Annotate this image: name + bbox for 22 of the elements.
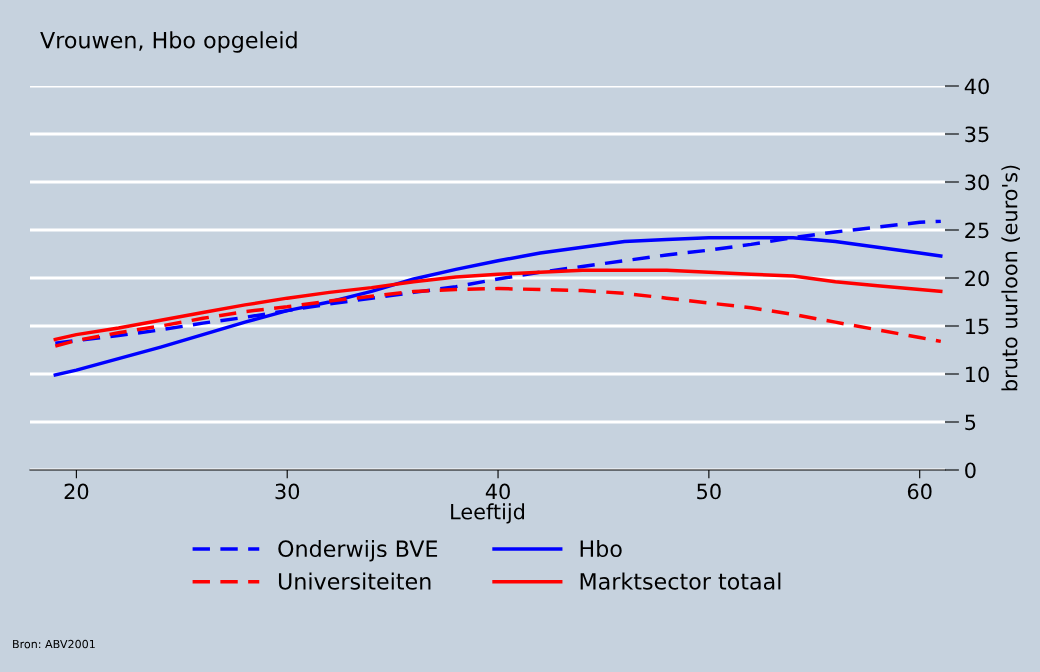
legend-label: Onderwijs BVE	[278, 539, 438, 562]
legend-label: Universiteiten	[278, 572, 431, 590]
y-tick-label: 30	[965, 174, 989, 191]
x-tick-label: 40	[485, 483, 510, 500]
y-axis-title: bruto uurloon (euro's)	[1001, 165, 1020, 391]
y-tick-label: 40	[964, 78, 989, 95]
text: Bron: ABV2001	[13, 639, 95, 649]
legend-label: Hbo	[580, 539, 622, 558]
y-tick-label: 10	[966, 366, 989, 383]
y-tick-label: 20	[965, 270, 989, 287]
x-tick-label: 50	[697, 483, 721, 500]
legend-label: Marktsector totaal	[580, 572, 781, 590]
x-tick-label: 20	[64, 483, 89, 500]
x-tick-label: 30	[275, 483, 300, 500]
x-tick-label: 60	[907, 483, 932, 500]
y-tick-label: 25	[965, 222, 989, 239]
y-tick-label: 35	[965, 126, 989, 143]
chart-title: Vrouwen, Hbo opgeleid	[40, 31, 297, 53]
y-tick-label: 5	[965, 414, 976, 431]
y-tick-label: 15	[966, 318, 989, 335]
y-tick-label: 0	[965, 462, 976, 479]
x-axis-title: Leeftijd	[451, 503, 525, 524]
